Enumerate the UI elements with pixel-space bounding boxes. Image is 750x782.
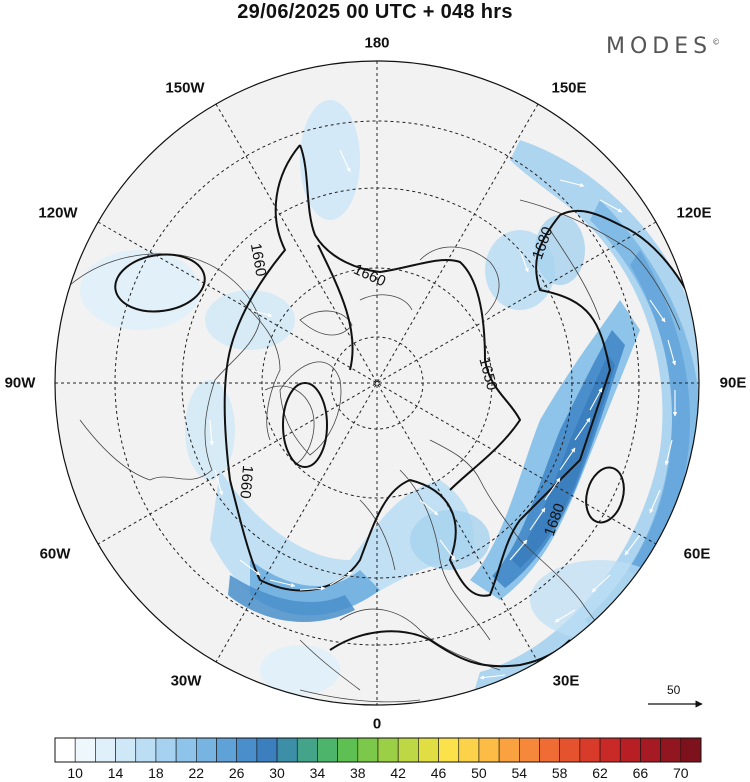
colorbar-cell: [276, 737, 298, 763]
colorbar-tick-label: 14: [107, 765, 124, 781]
colorbar-cell: [418, 737, 439, 763]
colorbar-tick-label: 50: [471, 765, 487, 781]
colorbar-cell: [660, 737, 682, 763]
lon-label-30e: 30E: [552, 672, 580, 690]
colorbar-cell: [619, 737, 641, 763]
colorbar-cell: [256, 737, 278, 763]
colorbar-tick-label: 26: [228, 765, 245, 781]
colorbar-tick-label: 30: [269, 765, 285, 781]
colorbar-cell: [377, 737, 399, 763]
colorbar-cell: [95, 737, 116, 763]
colorbar-cell: [115, 737, 137, 763]
colorbar-tick-label: 42: [390, 765, 406, 781]
colorbar-cell: [478, 737, 500, 763]
lon-label-60w: 60W: [39, 545, 71, 563]
colorbar-tick-label: 58: [551, 765, 568, 781]
colorbar-cell: [640, 737, 661, 763]
colorbar: [54, 737, 702, 763]
colorbar-cell: [317, 737, 338, 763]
lon-label-120e: 120E: [676, 204, 712, 222]
contour-label: 1660: [236, 465, 256, 500]
colorbar-cell: [539, 737, 560, 763]
colorbar-cell: [498, 737, 520, 763]
colorbar-cell: [519, 737, 540, 763]
lon-label-150e: 150E: [551, 79, 587, 97]
lon-label-60e: 60E: [683, 545, 711, 563]
reference-vector-value: 50: [667, 683, 681, 697]
polar-map: 1660 1660 1660 1680 1650 1680: [54, 60, 700, 706]
colorbar-tick-label: 34: [309, 765, 326, 781]
colorbar-tick-label: 54: [511, 765, 528, 781]
colorbar-cell: [196, 737, 217, 763]
lon-label-30w: 30W: [170, 672, 202, 690]
colorbar-cell: [559, 737, 581, 763]
colorbar-cell: [438, 737, 460, 763]
colorbar-cell: [54, 737, 76, 763]
lon-label-150w: 150W: [165, 79, 205, 97]
lon-label-right: 90E: [719, 374, 747, 392]
colorbar-cell: [680, 737, 702, 763]
reference-vector-arrow: [648, 700, 703, 708]
graticule: [55, 61, 699, 705]
colorbar-cell: [296, 737, 318, 763]
colorbar-cell: [458, 737, 480, 763]
map-title: 29/06/2025 00 UTC + 048 hrs: [237, 1, 513, 23]
lon-label-left: 90W: [4, 374, 36, 392]
colorbar-cell: [357, 737, 379, 763]
colorbar-cell: [216, 737, 237, 763]
colorbar-cell: [74, 737, 96, 763]
colorbar-tick-label: 18: [148, 765, 164, 781]
colorbar-cell: [175, 737, 197, 763]
colorbar-tick-label: 10: [67, 765, 83, 781]
colorbar-cell: [397, 737, 419, 763]
colorbar-cell: [579, 737, 601, 763]
colorbar-tick-label: 62: [592, 765, 608, 781]
colorbar-tick-label: 46: [430, 765, 447, 781]
colorbar-cell: [337, 737, 359, 763]
colorbar-cell: [155, 737, 177, 763]
lon-label-top: 180: [364, 34, 390, 52]
colorbar-cell: [599, 737, 621, 763]
colorbar-tick-label: 22: [188, 765, 205, 781]
colorbar-tick-label: 66: [632, 765, 649, 781]
lon-label-120w: 120W: [38, 204, 78, 222]
colorbar-cell: [135, 737, 157, 763]
colorbar-tick-label: 38: [350, 765, 366, 781]
colorbar-tick-label: 70: [673, 765, 689, 781]
lon-label-bottom: 0: [372, 715, 382, 733]
colorbar-cell: [236, 737, 258, 763]
contour-label: 1660: [247, 242, 270, 278]
brand-logo: MODES©: [606, 34, 721, 59]
map-outline: [54, 60, 700, 706]
